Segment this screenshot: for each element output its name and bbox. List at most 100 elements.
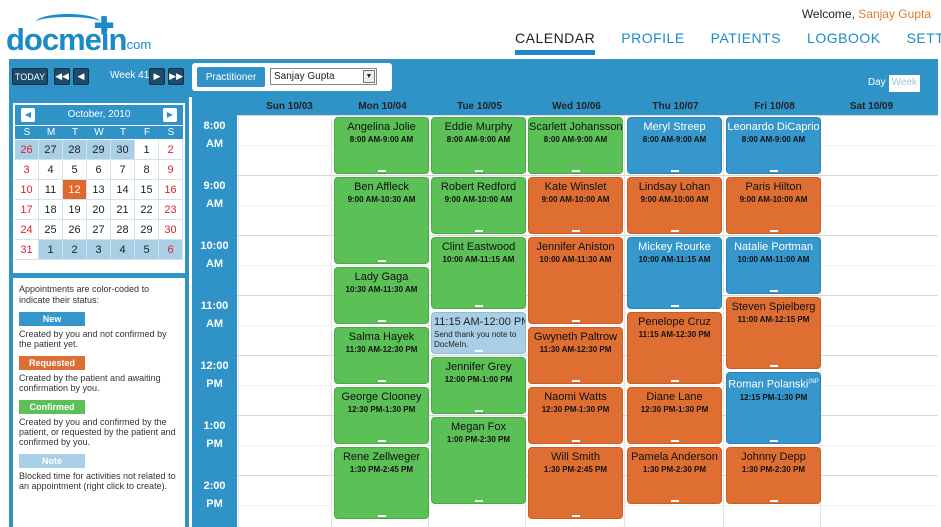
resize-handle[interactable] [670, 440, 679, 442]
resize-handle[interactable] [670, 380, 679, 382]
mini-calendar-day[interactable]: 24 [15, 220, 39, 240]
mini-calendar-day[interactable]: 2 [63, 240, 87, 260]
appointment-confirmed[interactable]: Eddie Murphy 8:00 AM-9:00 AM [431, 117, 526, 174]
appointment-requested[interactable]: Jennifer Aniston 10:00 AM-11:30 AM [528, 237, 623, 324]
resize-handle[interactable] [474, 305, 483, 307]
resize-handle[interactable] [474, 500, 483, 502]
resize-handle[interactable] [769, 365, 778, 367]
mini-calendar-day[interactable]: 16 [159, 180, 183, 200]
mini-calendar-day[interactable]: 26 [15, 140, 39, 160]
appointment-requested[interactable]: Penelope Cruz 11:15 AM-12:30 PM [627, 312, 722, 384]
mini-calendar-day[interactable]: 22 [135, 200, 159, 220]
mini-calendar-day[interactable]: 2 [159, 140, 183, 160]
mini-calendar-day[interactable]: 26 [63, 220, 87, 240]
mini-calendar-day[interactable]: 9 [159, 160, 183, 180]
nav-patients[interactable]: PATIENTS [710, 30, 782, 46]
mini-calendar-day[interactable]: 17 [15, 200, 39, 220]
appointment-confirmed[interactable]: Ben Affleck 9:00 AM-10:30 AM [334, 177, 429, 264]
appointment-confirmed[interactable]: Megan Fox 1:00 PM-2:30 PM [431, 417, 526, 504]
resize-handle[interactable] [670, 500, 679, 502]
resize-handle[interactable] [670, 170, 679, 172]
next-month-icon[interactable]: ▶▶ [168, 68, 184, 85]
nav-profile[interactable]: PROFILE [621, 30, 685, 46]
resize-handle[interactable] [769, 170, 778, 172]
mini-calendar-day[interactable]: 1 [39, 240, 63, 260]
mini-calendar-day[interactable]: 25 [39, 220, 63, 240]
mini-cal-prev-icon[interactable]: ◀ [21, 108, 35, 122]
appointment-confirmed[interactable]: Robert Redford 9:00 AM-10:00 AM [431, 177, 526, 234]
nav-logbook[interactable]: LOGBOOK [807, 30, 881, 46]
appointment-confirmed[interactable]: Clint Eastwood 10:00 AM-11:15 AM [431, 237, 526, 309]
appointment-requested[interactable]: Johnny Depp 1:30 PM-2:30 PM [726, 447, 821, 504]
appointment-requested[interactable]: Steven Spielberg 11:00 AM-12:15 PM [726, 297, 821, 369]
appointment-new[interactable]: Natalie Portman 10:00 AM-11:00 AM [726, 237, 821, 294]
resize-handle[interactable] [377, 170, 386, 172]
resize-handle[interactable] [571, 170, 580, 172]
view-day-tab[interactable]: Day [867, 77, 886, 88]
nav-settings[interactable]: SETTINGS [906, 30, 941, 46]
prev-week-icon[interactable]: ◀ [73, 68, 89, 85]
appointment-confirmed[interactable]: Rene Zellweger 1:30 PM-2:45 PM [334, 447, 429, 519]
resize-handle[interactable] [571, 320, 580, 322]
appointment-confirmed[interactable]: Lady Gaga 10:30 AM-11:30 AM [334, 267, 429, 324]
resize-handle[interactable] [670, 230, 679, 232]
mini-calendar-day[interactable]: 18 [39, 200, 63, 220]
appointment-requested[interactable]: Pamela Anderson 1:30 PM-2:30 PM [627, 447, 722, 504]
appointment-new[interactable]: Leonardo DiCaprio 8:00 AM-9:00 AM [726, 117, 821, 174]
view-week-tab[interactable]: Week [888, 75, 920, 92]
mini-calendar-day[interactable]: 15 [135, 180, 159, 200]
mini-calendar-day[interactable]: 20 [87, 200, 111, 220]
mini-calendar-day[interactable]: 30 [159, 220, 183, 240]
resize-handle[interactable] [769, 500, 778, 502]
mini-calendar-day[interactable]: 5 [63, 160, 87, 180]
appointment-confirmed[interactable]: Angelina Jolie 8:00 AM-9:00 AM [334, 117, 429, 174]
resize-handle[interactable] [571, 380, 580, 382]
resize-handle[interactable] [474, 170, 483, 172]
mini-calendar-day[interactable]: 4 [111, 240, 135, 260]
mini-calendar-day[interactable]: 3 [15, 160, 39, 180]
appointment-new[interactable]: Roman Polanski(NP 12:15 PM-1:30 PM [726, 372, 821, 444]
today-button[interactable]: TODAY [12, 68, 48, 85]
appointment-requested[interactable]: Will Smith 1:30 PM-2:45 PM [528, 447, 623, 519]
resize-handle[interactable] [571, 230, 580, 232]
mini-calendar-day[interactable]: 14 [111, 180, 135, 200]
mini-calendar-day[interactable]: 13 [87, 180, 111, 200]
next-week-icon[interactable]: ▶ [149, 68, 165, 85]
mini-calendar-day[interactable]: 27 [39, 140, 63, 160]
practitioner-button[interactable]: Practitioner [197, 67, 265, 87]
mini-cal-next-icon[interactable]: ▶ [163, 108, 177, 122]
resize-handle[interactable] [769, 230, 778, 232]
resize-handle[interactable] [377, 515, 386, 517]
mini-calendar-day[interactable]: 12 [63, 180, 87, 200]
appointment-note[interactable]: 11:15 AM-12:00 PM Send thank you note to … [431, 312, 526, 354]
appointment-requested[interactable]: Gwyneth Paltrow 11:30 AM-12:30 PM [528, 327, 623, 384]
resize-handle[interactable] [769, 440, 778, 442]
mini-calendar-day[interactable]: 8 [135, 160, 159, 180]
practitioner-dropdown[interactable]: Sanjay Gupta ▼ [270, 68, 377, 85]
appointment-new[interactable]: Mickey Rourke 10:00 AM-11:15 AM [627, 237, 722, 309]
resize-handle[interactable] [571, 515, 580, 517]
mini-calendar-day[interactable]: 11 [39, 180, 63, 200]
mini-calendar-day[interactable]: 21 [111, 200, 135, 220]
resize-handle[interactable] [474, 230, 483, 232]
appointment-confirmed[interactable]: George Clooney 12:30 PM-1:30 PM [334, 387, 429, 444]
resize-handle[interactable] [571, 440, 580, 442]
appointment-requested[interactable]: Naomi Watts 12:30 PM-1:30 PM [528, 387, 623, 444]
resize-handle[interactable] [377, 380, 386, 382]
mini-calendar-day[interactable]: 6 [87, 160, 111, 180]
mini-calendar-day[interactable]: 7 [111, 160, 135, 180]
mini-calendar-day[interactable]: 29 [87, 140, 111, 160]
chevron-down-icon[interactable]: ▼ [363, 70, 375, 83]
appointment-confirmed[interactable]: Salma Hayek 11:30 AM-12:30 PM [334, 327, 429, 384]
mini-calendar-day[interactable]: 5 [135, 240, 159, 260]
resize-handle[interactable] [474, 350, 483, 352]
mini-calendar-day[interactable]: 19 [63, 200, 87, 220]
nav-calendar[interactable]: CALENDAR [515, 30, 596, 55]
appointment-requested[interactable]: Lindsay Lohan 9:00 AM-10:00 AM [627, 177, 722, 234]
welcome-user-link[interactable]: Sanjay Gupta [858, 7, 931, 21]
resize-handle[interactable] [377, 440, 386, 442]
appointment-requested[interactable]: Diane Lane 12:30 PM-1:30 PM [627, 387, 722, 444]
mini-calendar-day[interactable]: 4 [39, 160, 63, 180]
appointment-requested[interactable]: Kate Winslet 9:00 AM-10:00 AM [528, 177, 623, 234]
mini-calendar-day[interactable]: 31 [15, 240, 39, 260]
